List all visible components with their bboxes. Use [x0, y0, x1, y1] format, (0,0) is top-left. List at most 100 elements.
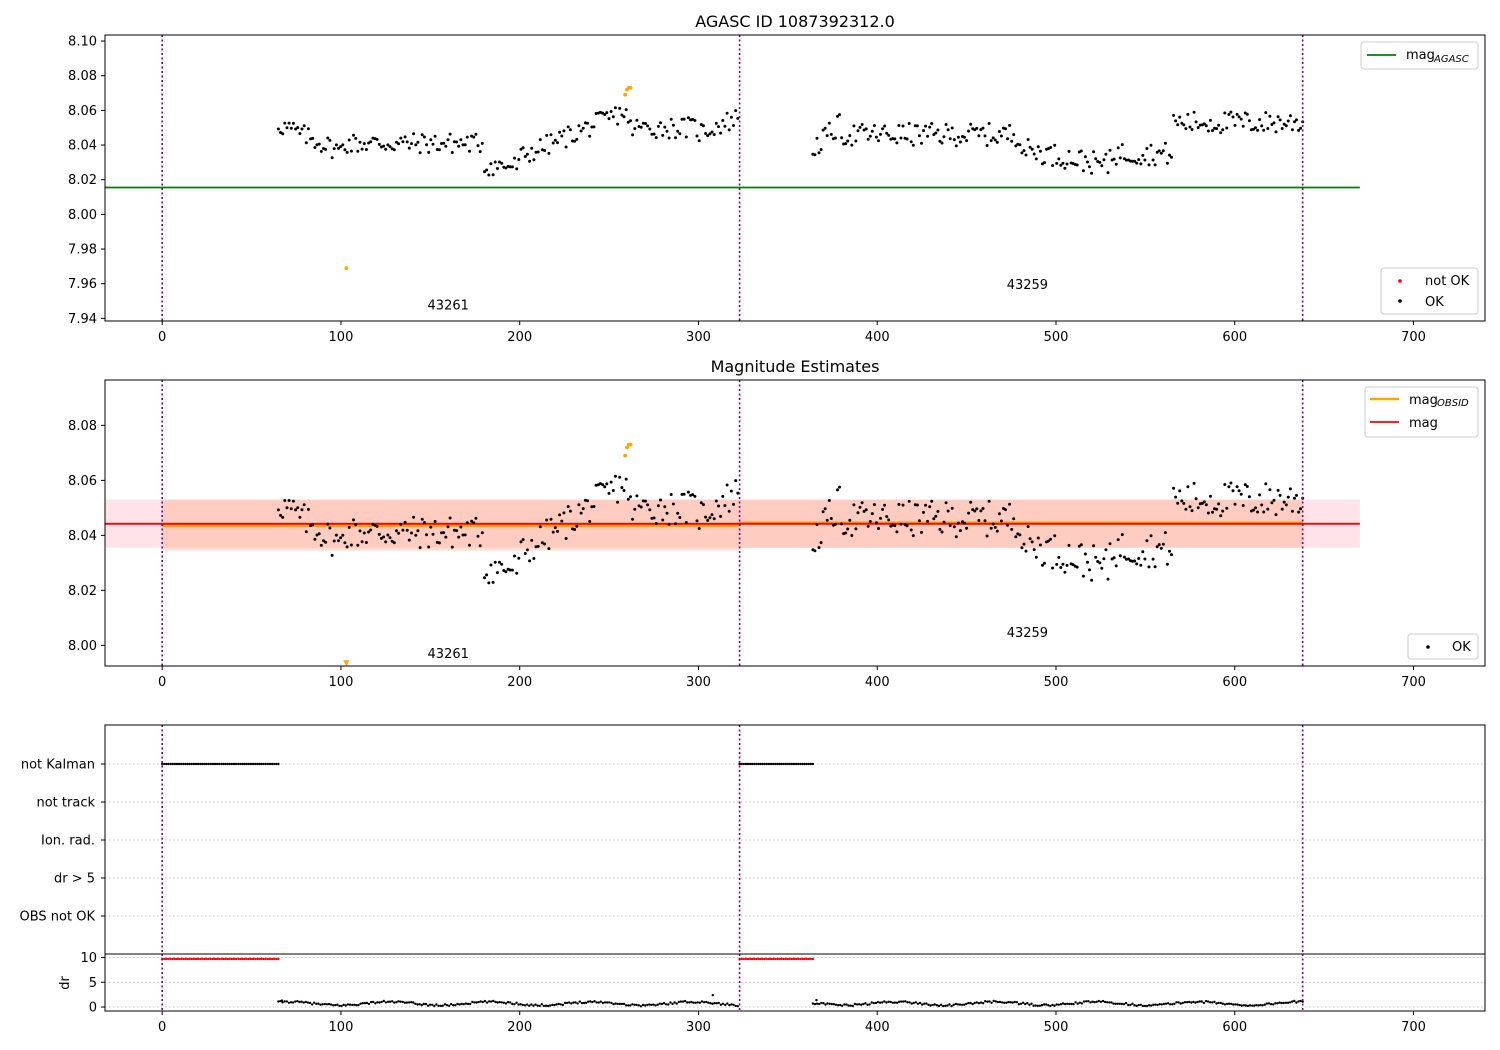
data-point — [708, 516, 712, 520]
flag-point — [786, 762, 789, 766]
data-point — [1135, 161, 1139, 165]
data-point — [734, 479, 738, 483]
data-point — [328, 526, 332, 530]
data-point — [618, 106, 622, 110]
data-point — [418, 151, 422, 155]
dr-point — [1154, 1003, 1157, 1006]
dr-point — [977, 1002, 981, 1005]
dr-point — [1213, 1000, 1216, 1003]
flag-point — [213, 762, 217, 766]
dr-point — [635, 1003, 638, 1007]
flag-point — [173, 762, 177, 766]
data-point — [341, 533, 345, 537]
dr-point — [1293, 999, 1296, 1003]
data-point — [1010, 527, 1014, 531]
dr-point — [629, 1004, 632, 1007]
dr-point — [450, 1002, 453, 1006]
data-point — [836, 114, 839, 118]
dr-point — [618, 1002, 621, 1006]
dr-point — [460, 1002, 463, 1006]
data-point — [403, 135, 407, 139]
dr-point — [196, 957, 200, 961]
data-point — [530, 146, 534, 150]
data-point — [1295, 118, 1298, 122]
data-point — [603, 113, 607, 116]
data-point — [827, 121, 831, 125]
dr-point — [981, 1002, 985, 1005]
dr-point — [285, 1000, 288, 1003]
data-point — [562, 129, 566, 133]
data-point — [536, 150, 540, 154]
data-point — [427, 545, 431, 549]
dr-point — [990, 1001, 993, 1004]
data-point — [850, 534, 854, 537]
dr-point — [1284, 1001, 1288, 1004]
data-point — [1206, 129, 1210, 133]
dr-point — [694, 1001, 697, 1004]
data-point — [579, 511, 583, 515]
dr-point — [730, 1003, 733, 1006]
dr-point — [447, 1004, 451, 1007]
dr-point — [692, 1001, 695, 1004]
data-point — [326, 522, 330, 526]
data-point — [358, 140, 362, 144]
dr-point — [1072, 1003, 1075, 1006]
data-point — [874, 135, 878, 139]
dr-point — [834, 1003, 838, 1006]
dr-point — [1282, 1001, 1285, 1005]
dr-point — [469, 1002, 472, 1006]
data-point — [1282, 122, 1286, 126]
data-point — [644, 499, 647, 503]
flag-point — [776, 762, 779, 766]
legend-obsid-sub: OBSID — [1437, 398, 1469, 409]
data-point — [833, 522, 837, 526]
data-point — [1153, 565, 1157, 569]
data-point — [440, 142, 443, 145]
dr-point — [595, 1001, 598, 1004]
dr-point — [988, 1000, 991, 1003]
dr-point — [473, 1001, 476, 1004]
dr-point — [767, 957, 771, 961]
dr-point — [177, 957, 181, 961]
dr-point — [289, 1001, 293, 1004]
data-point — [416, 529, 420, 533]
dr-point — [441, 1004, 444, 1007]
flag-point — [184, 762, 187, 766]
data-point — [422, 521, 426, 524]
data-point — [631, 133, 635, 137]
data-point — [1165, 161, 1169, 165]
flag-point — [169, 762, 172, 766]
data-point — [1028, 537, 1032, 541]
dr-point — [169, 957, 172, 961]
dr-point — [1251, 1004, 1254, 1007]
dr-point — [1116, 1002, 1119, 1005]
dr-point — [319, 1003, 322, 1006]
data-point — [926, 134, 930, 138]
dr-point — [809, 957, 812, 961]
data-point — [392, 541, 396, 545]
dr-point — [334, 1003, 337, 1007]
dr-point — [818, 1002, 821, 1006]
data-point — [414, 143, 418, 147]
data-point — [930, 122, 934, 125]
data-point — [1040, 563, 1044, 567]
data-point — [386, 143, 390, 147]
data-point — [360, 147, 364, 151]
data-point — [420, 517, 424, 521]
dr-point — [921, 1003, 924, 1006]
data-point — [313, 537, 317, 541]
data-point — [283, 121, 287, 125]
dr-point — [1103, 1000, 1107, 1004]
data-point — [922, 129, 925, 133]
data-point — [341, 143, 345, 147]
data-point — [622, 115, 626, 119]
data-point — [813, 153, 817, 157]
data-point — [395, 140, 398, 144]
data-point — [410, 531, 413, 535]
data-point — [1163, 141, 1167, 145]
data-point — [825, 518, 829, 522]
data-point — [1088, 568, 1091, 572]
dr-point — [950, 1004, 953, 1008]
dr-point — [555, 1003, 558, 1006]
dr-point — [610, 1001, 613, 1005]
